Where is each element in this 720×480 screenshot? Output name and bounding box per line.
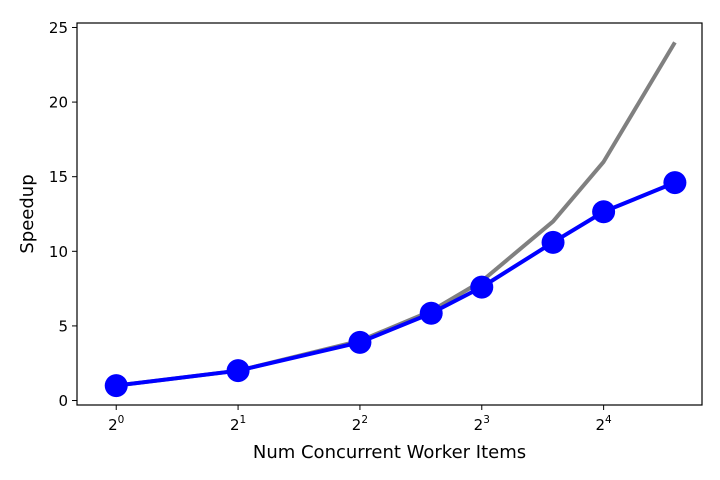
x-tick-label: 23 — [474, 414, 490, 434]
y-axis-ticks: 0 5 10 15 20 25 — [49, 19, 77, 410]
series-1-point — [348, 330, 372, 354]
series-1-point — [541, 230, 565, 254]
series-1 — [104, 171, 687, 398]
series-1-point — [419, 301, 443, 325]
y-tick-label: 5 — [58, 317, 68, 335]
series-1-line — [115, 180, 676, 388]
series-1-point — [226, 359, 250, 383]
series-1-point — [592, 200, 616, 224]
series-1-point — [470, 275, 494, 299]
y-tick-label: 25 — [49, 19, 68, 37]
x-tick-label: 22 — [352, 414, 368, 434]
series-1-point — [663, 171, 687, 195]
x-tick-label: 21 — [230, 414, 246, 434]
y-tick-label: 15 — [49, 168, 68, 186]
plot-area-frame — [76, 22, 703, 406]
series-layer — [104, 41, 687, 398]
x-tick-label: 20 — [108, 414, 124, 434]
series-0-line — [115, 41, 677, 388]
series-1-point — [104, 374, 128, 398]
y-tick-label: 10 — [49, 243, 68, 261]
x-axis-ticks: 20 21 22 23 24 — [108, 405, 612, 434]
y-axis-label: Speedup — [17, 174, 38, 253]
x-tick-label: 24 — [596, 414, 613, 434]
y-tick-label: 0 — [58, 392, 68, 410]
series-0 — [115, 41, 677, 388]
x-axis-label: Num Concurrent Worker Items — [253, 442, 526, 463]
y-tick-label: 20 — [49, 94, 68, 112]
